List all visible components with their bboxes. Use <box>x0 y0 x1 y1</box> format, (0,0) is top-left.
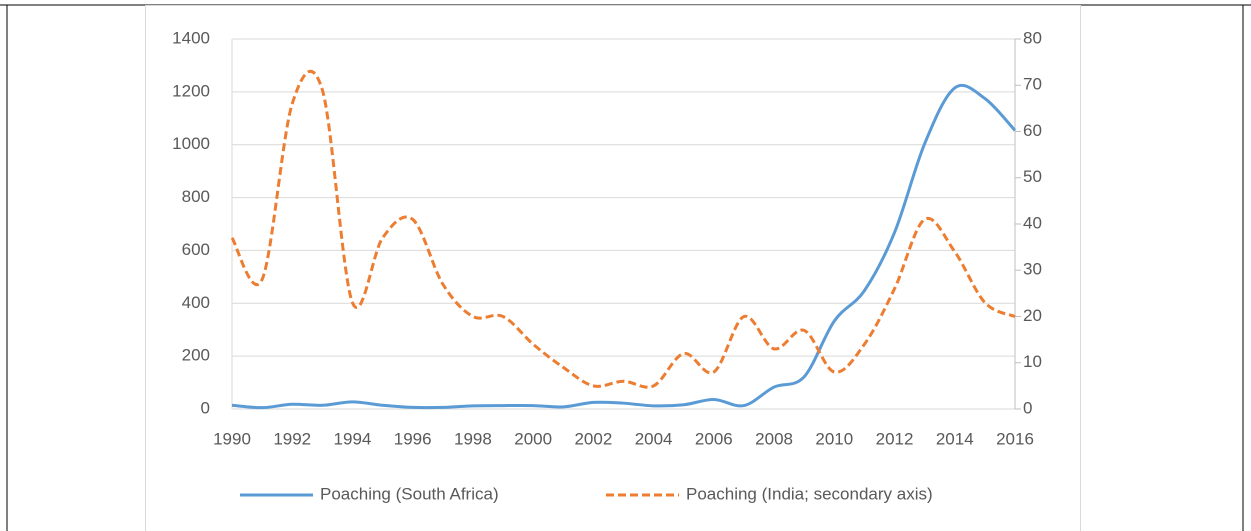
x-tick-label: 1998 <box>454 429 492 448</box>
series-line <box>231 83 1017 410</box>
x-tick-label: 1992 <box>273 429 311 448</box>
y2-tick-label: 40 <box>1023 213 1042 232</box>
y-tick-label: 400 <box>182 293 210 312</box>
x-tick-label: 1996 <box>394 429 432 448</box>
x-tick-label: 2016 <box>996 429 1034 448</box>
x-tick-label: 2014 <box>936 429 974 448</box>
y-tick-label: 0 <box>201 398 210 417</box>
legend-label: Poaching (India; secondary axis) <box>686 484 933 503</box>
x-tick-label: 2002 <box>574 429 612 448</box>
x-tick-label: 2006 <box>695 429 733 448</box>
y2-tick-label: 60 <box>1023 121 1042 140</box>
y2-tick-label: 80 <box>1023 28 1042 47</box>
legend-label: Poaching (South Africa) <box>320 484 499 503</box>
x-tick-label: 1994 <box>334 429 372 448</box>
y2-tick-label: 30 <box>1023 260 1042 279</box>
y2-tick-label: 0 <box>1023 398 1032 417</box>
y-tick-label: 1400 <box>172 28 210 47</box>
y-tick-label: 1000 <box>172 134 210 153</box>
series-line <box>230 69 1016 389</box>
x-tick-label: 2010 <box>815 429 853 448</box>
y2-tick-label: 20 <box>1023 306 1042 325</box>
y2-tick-label: 10 <box>1023 352 1042 371</box>
y-tick-label: 800 <box>182 187 210 206</box>
y-tick-label: 1200 <box>172 81 210 100</box>
chart-border <box>145 5 1081 531</box>
y-tick-label: 200 <box>182 346 210 365</box>
x-tick-label: 1990 <box>213 429 251 448</box>
x-tick-label: 2004 <box>635 429 673 448</box>
y2-tick-label: 50 <box>1023 167 1042 186</box>
y-tick-label: 600 <box>182 240 210 259</box>
y2-tick-label: 70 <box>1023 75 1042 94</box>
x-tick-label: 2008 <box>755 429 793 448</box>
x-tick-label: 2000 <box>514 429 552 448</box>
x-tick-label: 2012 <box>876 429 914 448</box>
